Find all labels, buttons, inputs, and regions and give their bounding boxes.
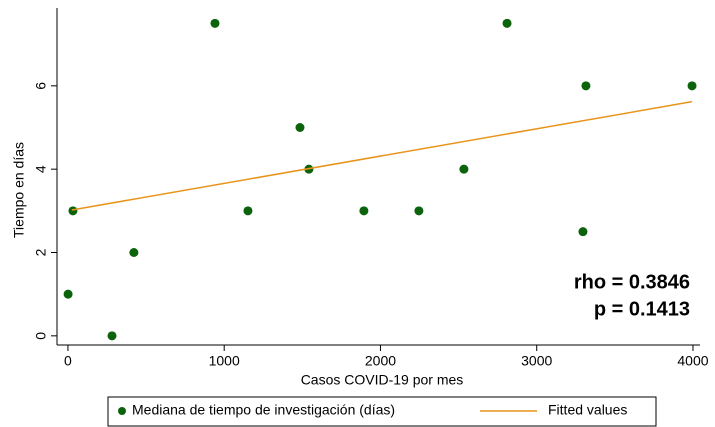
y-tick-label: 4 (33, 165, 49, 173)
y-tick-label: 0 (33, 332, 49, 340)
legend-label: Fitted values (548, 402, 627, 418)
point (129, 248, 139, 257)
x-tick-label: 4000 (677, 353, 708, 369)
annotation: p = 0.1413 (594, 298, 690, 320)
legend-marker (118, 407, 126, 415)
point (107, 331, 117, 341)
point (459, 164, 469, 174)
x-tick-label: 1000 (209, 353, 240, 369)
point (63, 289, 73, 299)
x-tick-label: 0 (64, 353, 72, 369)
annotation: rho = 0.3846 (574, 271, 690, 293)
y-tick-label: 2 (33, 248, 49, 256)
point (581, 81, 591, 91)
point (687, 81, 697, 91)
point (210, 18, 220, 28)
point (578, 227, 588, 237)
point (414, 206, 424, 216)
point (68, 206, 78, 216)
legend-box (107, 396, 657, 427)
fit-line (71, 100, 693, 211)
point (502, 18, 512, 28)
y-tick-label: 6 (33, 82, 49, 90)
x-tick-label: 2000 (365, 353, 396, 369)
point (243, 206, 253, 216)
point (359, 206, 369, 216)
x-tick-label: 3000 (521, 353, 552, 369)
legend-label: Mediana de tiempo de investigación (días… (132, 402, 395, 418)
point (295, 123, 305, 132)
y-axis-label: Tiempo en días (11, 142, 27, 238)
x-axis-label: Casos COVID-19 por mes (301, 372, 464, 388)
